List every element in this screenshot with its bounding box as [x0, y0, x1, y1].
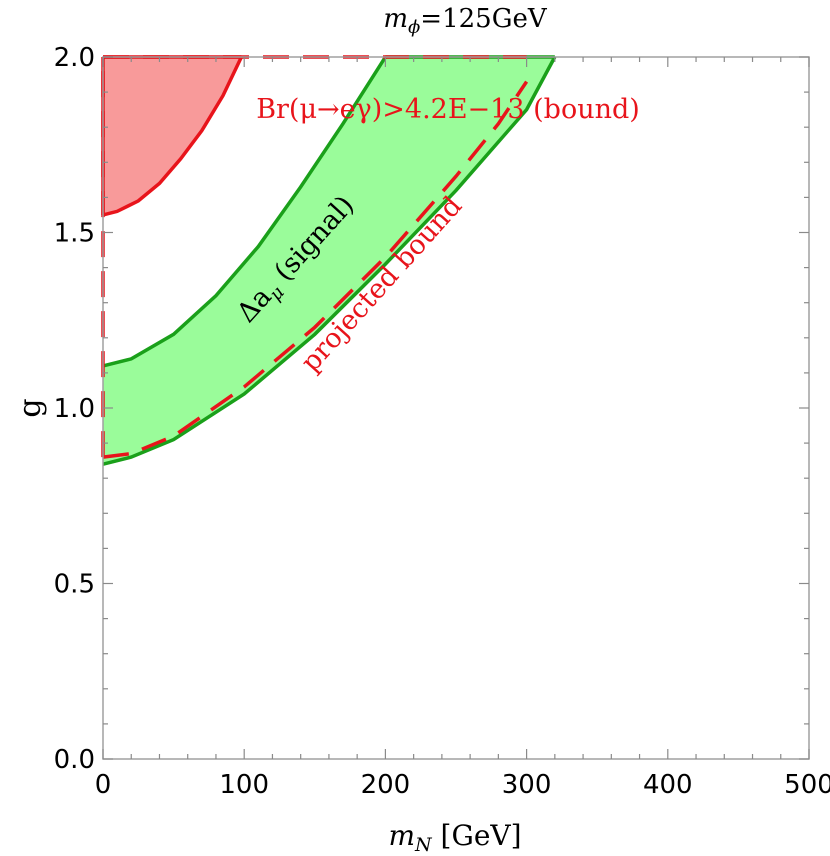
y-tick-label: 1.0 [54, 394, 95, 424]
y-axis-label: g [13, 398, 48, 417]
projected-curve [102, 80, 529, 459]
x-tick-label: 200 [361, 770, 411, 800]
signal-band [103, 57, 555, 465]
signal-upper-line [102, 56, 387, 368]
x-tick-label: 100 [219, 770, 269, 800]
y-tick-label: 2.0 [54, 43, 95, 73]
x-axis-label-sub: N [414, 834, 433, 856]
x-tick-label: 0 [95, 770, 112, 800]
chart-title-m: m [383, 4, 408, 34]
y-tick-label: 0.0 [54, 745, 95, 775]
x-axis-label-rest: [GeV] [432, 819, 522, 852]
chart-title: mϕ=125GeV [383, 4, 548, 38]
y-tick-label: 0.5 [54, 570, 95, 600]
x-tick-label: 400 [643, 770, 693, 800]
axis-ticks: 0 100 200 300 400 500 0.0 0.5 1.0 1.5 2.0 [54, 43, 830, 800]
x-tick-label: 500 [784, 770, 830, 800]
y-tick-label: 1.5 [54, 219, 95, 249]
x-axis-label-m: m [388, 819, 415, 852]
chart-title-sub: ϕ [408, 17, 420, 38]
chart-title-rest: =125GeV [420, 4, 548, 34]
bound-region [103, 57, 242, 215]
signal-lower-line [102, 56, 557, 466]
bound-label: Br(μ→eγ)>4.2E−13 (bound) [256, 94, 640, 125]
x-tick-label: 300 [502, 770, 552, 800]
x-axis-label: mN [GeV] [388, 819, 521, 856]
bound-boundary-line [102, 56, 243, 217]
